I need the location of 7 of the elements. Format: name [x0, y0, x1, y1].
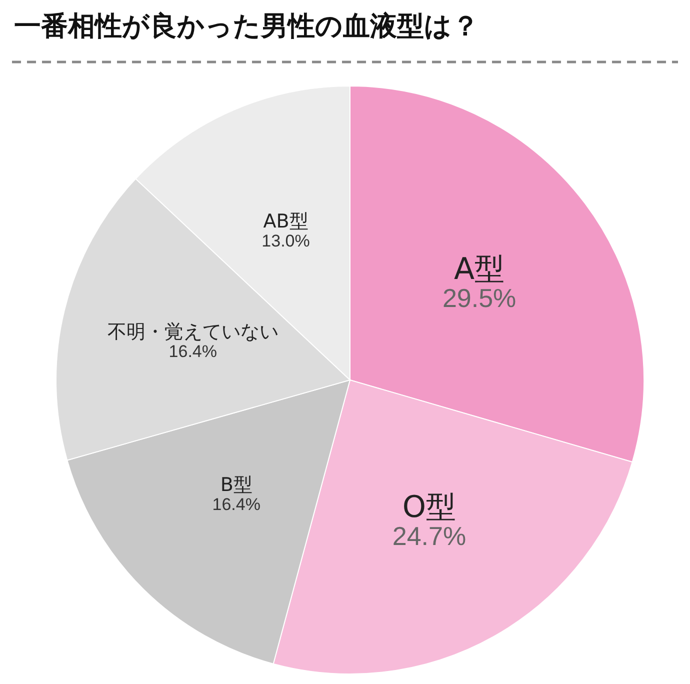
slice-label: 不明・覚えていない: [107, 320, 278, 343]
data-label: 13.0%: [262, 232, 310, 251]
slice-label: B型: [220, 474, 252, 496]
data-label: 16.4%: [212, 495, 260, 514]
chart-title: 一番相性が良かった男性の血液型は？: [14, 10, 479, 44]
slice-label: AB型: [263, 210, 308, 233]
data-label: 16.4%: [168, 342, 217, 361]
